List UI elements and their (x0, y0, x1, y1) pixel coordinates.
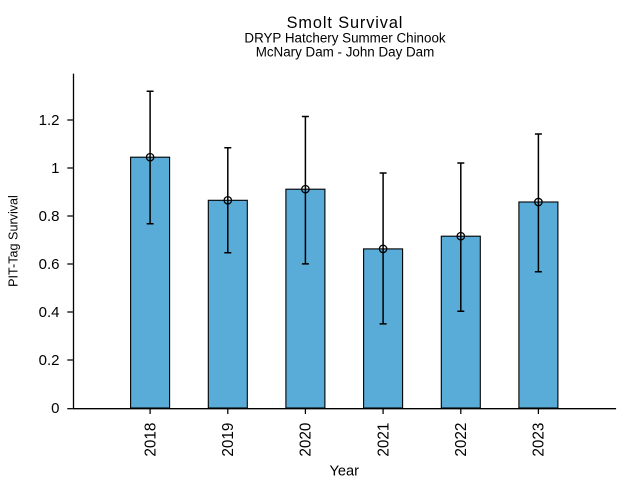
svg-text:1: 1 (51, 160, 59, 177)
svg-text:0: 0 (51, 400, 59, 417)
svg-text:2020: 2020 (298, 423, 315, 457)
svg-text:Year: Year (330, 464, 360, 480)
svg-text:1.2: 1.2 (39, 112, 60, 129)
svg-text:2022: 2022 (453, 423, 470, 457)
svg-text:0.6: 0.6 (39, 256, 60, 273)
svg-text:2019: 2019 (220, 423, 237, 457)
svg-text:0.2: 0.2 (39, 352, 60, 369)
svg-text:McNary Dam - John Day Dam: McNary Dam - John Day Dam (256, 44, 435, 59)
svg-text:0.8: 0.8 (39, 208, 60, 225)
svg-text:Smolt Survival: Smolt Survival (287, 14, 404, 32)
svg-text:PIT-Tag Survival: PIT-Tag Survival (7, 195, 21, 287)
svg-text:2021: 2021 (375, 423, 392, 457)
svg-text:2023: 2023 (531, 423, 548, 457)
svg-text:0.4: 0.4 (39, 304, 60, 321)
svg-text:DRYP Hatchery Summer Chinook: DRYP Hatchery Summer Chinook (244, 30, 445, 45)
svg-text:2018: 2018 (142, 423, 159, 457)
